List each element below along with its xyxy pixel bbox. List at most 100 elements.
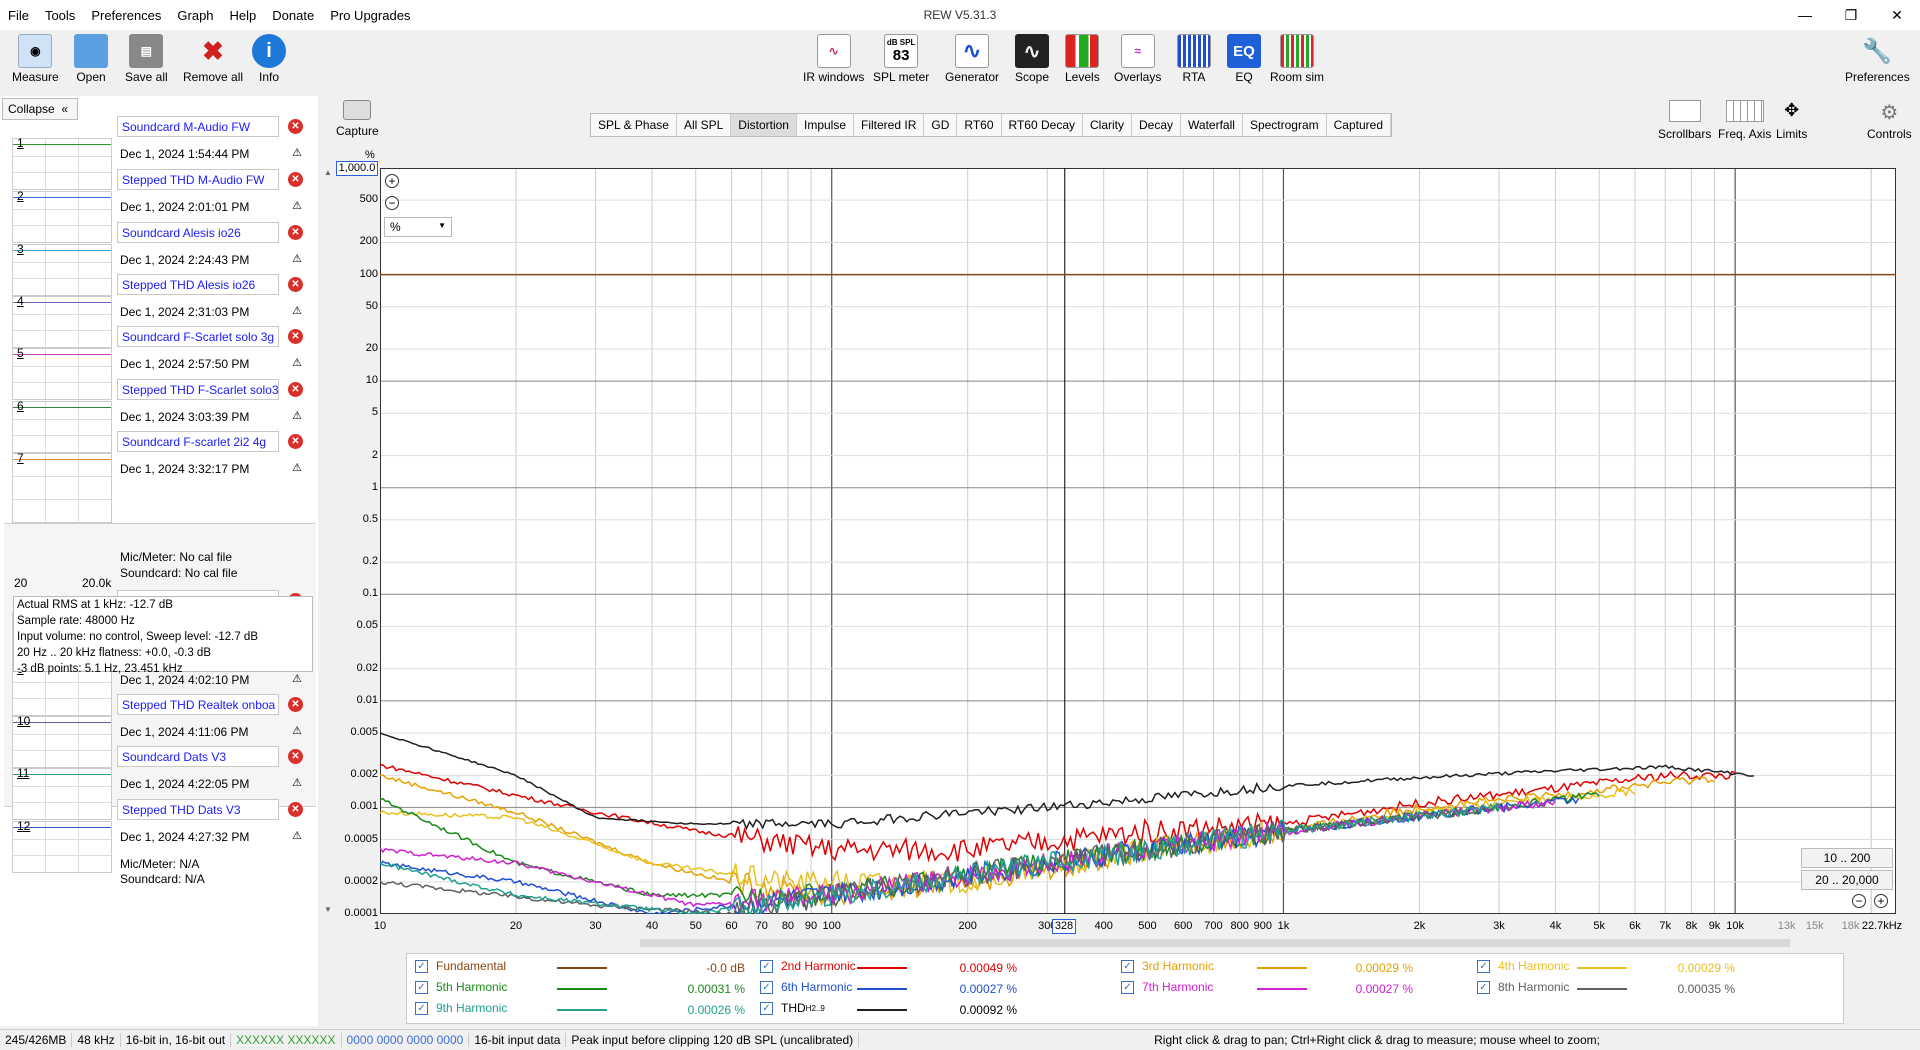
measurement-settings-icon[interactable]: ⚠ bbox=[292, 673, 302, 685]
measurement-settings-icon[interactable]: ⚠ bbox=[292, 410, 302, 422]
tab-decay[interactable]: Decay bbox=[1132, 114, 1182, 136]
measurement-name-field[interactable]: Soundcard Dats V3 bbox=[117, 746, 279, 767]
measurement-thumbnail[interactable]: 3 bbox=[12, 242, 112, 296]
tab-gd[interactable]: GD bbox=[924, 114, 958, 136]
legend-checkbox[interactable]: ✓ bbox=[1477, 959, 1490, 973]
remove-measurement-icon[interactable]: ✕ bbox=[288, 172, 303, 187]
tab-rt60-decay[interactable]: RT60 Decay bbox=[1002, 114, 1083, 136]
spl-meter-button[interactable]: dB SPL 83 SPL meter bbox=[873, 34, 929, 84]
measurement-settings-icon[interactable]: ⚠ bbox=[292, 725, 302, 737]
measurement-name-field[interactable]: Soundcard Alesis io26 bbox=[117, 222, 279, 243]
limits-button[interactable]: ✥ Limits bbox=[1776, 100, 1807, 141]
scroll-up-icon[interactable]: ▲ bbox=[324, 168, 332, 177]
unit-select[interactable]: % ▼ bbox=[384, 217, 452, 237]
ir-windows-button[interactable]: ∿ IR windows bbox=[803, 34, 864, 84]
measurement-settings-icon[interactable]: ⚠ bbox=[292, 830, 302, 842]
tab-clarity[interactable]: Clarity bbox=[1083, 114, 1133, 136]
measurement-name-field[interactable]: Stepped THD M-Audio FW bbox=[117, 169, 279, 190]
remove-measurement-icon[interactable]: ✕ bbox=[288, 697, 303, 712]
menu-help[interactable]: Help bbox=[229, 7, 257, 23]
tab-impulse[interactable]: Impulse bbox=[797, 114, 855, 136]
eq-button[interactable]: EQ EQ bbox=[1227, 34, 1261, 84]
legend-item[interactable]: ✓ 6th Harmonic bbox=[760, 980, 852, 994]
x-zoom-in-icon[interactable]: + bbox=[1874, 894, 1888, 908]
room-sim-button[interactable]: Room sim bbox=[1270, 34, 1324, 84]
legend-checkbox[interactable]: ✓ bbox=[415, 959, 428, 973]
measurement-name-field[interactable]: Soundcard F-Scarlet solo 3g bbox=[117, 326, 279, 347]
measurement-name-field[interactable]: Stepped THD Dats V3 bbox=[117, 799, 279, 820]
controls-button[interactable]: ⚙ Controls bbox=[1867, 100, 1912, 141]
zoom-preset-10-200[interactable]: 10 .. 200 bbox=[1801, 848, 1893, 868]
remove-measurement-icon[interactable]: ✕ bbox=[288, 119, 303, 134]
menu-donate[interactable]: Donate bbox=[272, 7, 315, 23]
remove-measurement-icon[interactable]: ✕ bbox=[288, 277, 303, 292]
tab-spectrogram[interactable]: Spectrogram bbox=[1243, 114, 1327, 136]
measurement-thumbnail[interactable]: 7 bbox=[12, 451, 112, 523]
measurement-thumbnail[interactable]: 2 bbox=[12, 189, 112, 243]
legend-checkbox[interactable]: ✓ bbox=[760, 959, 773, 973]
remove-measurement-icon[interactable]: ✕ bbox=[288, 225, 303, 240]
restore-icon[interactable]: ❐ bbox=[1844, 6, 1858, 23]
legend-item[interactable]: ✓ THD H2..9 bbox=[760, 1001, 825, 1015]
panel-scrollbar[interactable]: ▲ ▼ bbox=[322, 168, 334, 914]
levels-button[interactable]: Levels bbox=[1065, 34, 1100, 84]
zoom-preset-20-20000[interactable]: 20 .. 20,000 bbox=[1801, 870, 1893, 890]
legend-checkbox[interactable]: ✓ bbox=[760, 980, 773, 994]
remove-measurement-icon[interactable]: ✕ bbox=[288, 749, 303, 764]
open-button[interactable]: Open bbox=[74, 34, 108, 84]
tab-distortion[interactable]: Distortion bbox=[731, 114, 797, 136]
tab-filtered-ir[interactable]: Filtered IR bbox=[854, 114, 925, 136]
legend-checkbox[interactable]: ✓ bbox=[1121, 959, 1134, 973]
scrollbars-button[interactable]: Scrollbars bbox=[1658, 100, 1711, 141]
measurement-thumbnail[interactable]: 4 bbox=[12, 294, 112, 348]
tab-all-spl[interactable]: All SPL bbox=[677, 114, 732, 136]
x-zoom-out-icon[interactable]: − bbox=[1852, 894, 1866, 908]
legend-item[interactable]: ✓ 4th Harmonic bbox=[1477, 959, 1569, 973]
cursor-frequency-box[interactable]: 328 bbox=[1052, 919, 1076, 934]
menu-graph[interactable]: Graph bbox=[177, 7, 214, 23]
menu-pro-upgrades[interactable]: Pro Upgrades bbox=[330, 7, 411, 23]
measurement-settings-icon[interactable]: ⚠ bbox=[292, 253, 302, 265]
scroll-down-icon[interactable]: ▼ bbox=[324, 905, 332, 914]
measure-button[interactable]: ◉ Measure bbox=[12, 34, 59, 84]
horizontal-scrollbar[interactable] bbox=[380, 937, 1896, 949]
minimize-icon[interactable]: — bbox=[1798, 7, 1812, 23]
tab-waterfall[interactable]: Waterfall bbox=[1181, 114, 1243, 136]
legend-item[interactable]: ✓ 7th Harmonic bbox=[1121, 980, 1213, 994]
preferences-button[interactable]: 🔧 Preferences bbox=[1845, 34, 1910, 85]
legend-item[interactable]: ✓ 8th Harmonic bbox=[1477, 980, 1569, 994]
freq-axis-button[interactable]: Freq. Axis bbox=[1718, 100, 1771, 141]
legend-checkbox[interactable]: ✓ bbox=[760, 1001, 773, 1015]
measurement-name-field[interactable]: Soundcard F-scarlet 2i2 4g bbox=[117, 431, 279, 452]
measurement-name-field[interactable]: Stepped THD F-Scarlet solo3 bbox=[117, 379, 279, 400]
measurement-settings-icon[interactable]: ⚠ bbox=[292, 357, 302, 369]
generator-button[interactable]: ∿ Generator bbox=[945, 34, 999, 84]
scrollbar-thumb[interactable] bbox=[640, 939, 1790, 947]
measurement-settings-icon[interactable]: ⚠ bbox=[292, 462, 302, 474]
legend-checkbox[interactable]: ✓ bbox=[1121, 980, 1134, 994]
measurement-name-field[interactable]: Stepped THD Realtek onboa bbox=[117, 694, 279, 715]
legend-item[interactable]: ✓ 5th Harmonic bbox=[415, 980, 507, 994]
rta-button[interactable]: RTA bbox=[1177, 34, 1211, 84]
legend-checkbox[interactable]: ✓ bbox=[415, 980, 428, 994]
close-icon[interactable]: ✕ bbox=[1891, 6, 1903, 23]
measurement-settings-icon[interactable]: ⚠ bbox=[292, 777, 302, 789]
scope-button[interactable]: ∿ Scope bbox=[1015, 34, 1049, 84]
distortion-graph[interactable] bbox=[380, 168, 1896, 914]
y-top-limit[interactable]: 1,000.0 bbox=[336, 161, 378, 176]
tab-spl-phase[interactable]: SPL & Phase bbox=[591, 114, 677, 136]
measurement-settings-icon[interactable]: ⚠ bbox=[292, 305, 302, 317]
legend-item[interactable]: ✓ 3rd Harmonic bbox=[1121, 959, 1214, 973]
legend-checkbox[interactable]: ✓ bbox=[415, 1001, 428, 1015]
measurement-thumbnail[interactable]: 11 bbox=[12, 766, 112, 820]
measurement-settings-icon[interactable]: ⚠ bbox=[292, 147, 302, 159]
tab-captured[interactable]: Captured bbox=[1327, 114, 1392, 136]
remove-all-button[interactable]: ✖ Remove all bbox=[183, 34, 243, 85]
overlays-button[interactable]: ≈ Overlays bbox=[1114, 34, 1161, 84]
measurement-settings-icon[interactable]: ⚠ bbox=[292, 200, 302, 212]
measurement-thumbnail[interactable]: 6 bbox=[12, 399, 112, 453]
remove-measurement-icon[interactable]: ✕ bbox=[288, 434, 303, 449]
remove-measurement-icon[interactable]: ✕ bbox=[288, 802, 303, 817]
measurement-thumbnail[interactable]: 5 bbox=[12, 346, 112, 400]
menu-file[interactable]: File bbox=[8, 7, 29, 23]
